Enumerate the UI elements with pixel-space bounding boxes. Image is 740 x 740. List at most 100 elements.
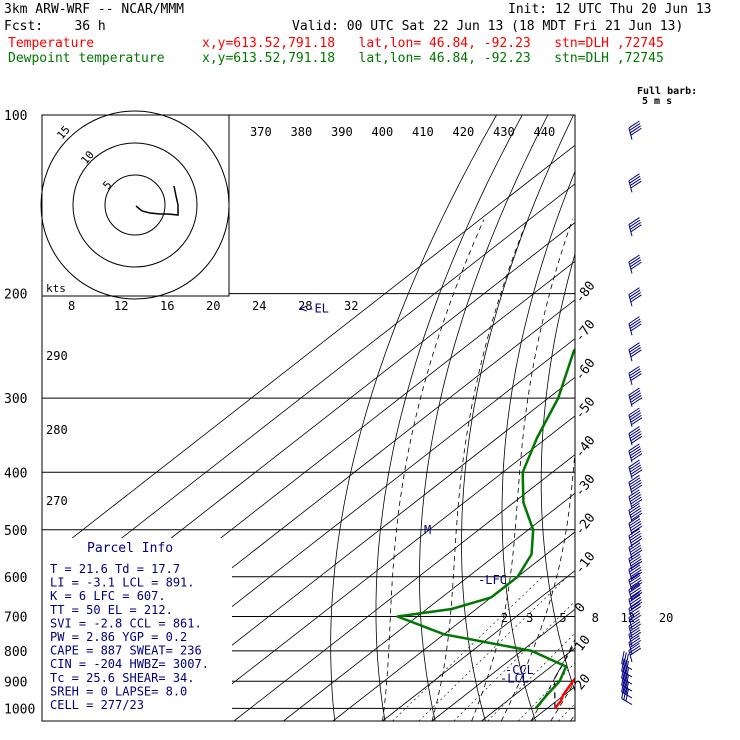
level-marker: -LCL	[500, 672, 529, 686]
wind-barb-flag	[629, 289, 641, 298]
wind-barb-flag	[625, 675, 629, 688]
wind-barb-flag	[630, 579, 642, 588]
wind-barb	[628, 540, 643, 560]
wind-barb-flag	[629, 390, 641, 398]
wind-barb	[628, 515, 643, 536]
wind-barb-flag	[631, 397, 643, 406]
wind-barb-flag	[629, 123, 641, 131]
wind-barb-flag	[628, 642, 640, 651]
hodograph-axis-label: 12	[114, 299, 128, 313]
wind-barb-flag	[629, 639, 642, 648]
wind-barb-flag	[629, 318, 641, 327]
dry-adiabat	[330, 115, 497, 721]
mixing-ratio-label: 20	[659, 611, 673, 625]
wind-barb-flag	[629, 621, 641, 629]
hodograph-axis-label: 24	[252, 299, 266, 313]
hodograph-ring	[40, 110, 230, 300]
wind-barb-flag	[628, 342, 640, 351]
wind-barb-flag	[629, 178, 642, 186]
parcel-info-title: Parcel Info	[87, 541, 173, 556]
wind-barb-flag	[629, 448, 642, 457]
wind-barb-flag	[628, 173, 640, 182]
pressure-label: 1000	[4, 702, 35, 717]
isotherm	[283, 492, 575, 721]
wind-barb	[621, 679, 633, 699]
wind-barb	[628, 407, 643, 427]
pressure-label: 100	[4, 109, 27, 124]
dewpoint-legend-name: Dewpoint temperature	[8, 51, 165, 66]
wind-barb-flag	[629, 430, 642, 439]
wind-barb	[628, 426, 643, 446]
level-marker: -LFC	[478, 573, 507, 587]
wind-barb-flag	[629, 596, 642, 605]
wind-barb-flag	[629, 645, 641, 654]
isotherm	[42, 144, 575, 563]
wind-barb-flag	[625, 688, 629, 702]
parcel-info-row: T = 21.6 Td = 17.7	[50, 562, 180, 576]
wind-barb-flag	[629, 603, 641, 612]
wind-barb	[628, 287, 642, 307]
mixing-ratio-line	[517, 662, 575, 721]
wind-barb-shaft	[621, 698, 633, 705]
wind-barb	[628, 387, 643, 407]
pressure-label: 600	[4, 571, 27, 586]
parcel-info-row: CELL = 277/23	[50, 698, 144, 712]
isotherm-label: -30	[572, 472, 598, 500]
wind-barb-flag	[628, 635, 640, 643]
isotherm	[680, 115, 740, 721]
wind-barb-flag	[621, 679, 625, 693]
wind-barb	[628, 120, 642, 140]
wind-barb	[628, 591, 643, 612]
wind-barb-flag	[629, 505, 641, 514]
wind-barb	[628, 528, 643, 548]
wind-barb-flag	[630, 224, 642, 233]
dry-adiabat	[375, 115, 523, 721]
wind-barb-flag	[630, 294, 642, 303]
pressure-label: 800	[4, 645, 27, 660]
wind-barb-flag	[629, 587, 642, 595]
wind-barb-flag	[623, 666, 627, 680]
wind-barb-flag	[629, 479, 642, 488]
theta-label: 410	[412, 125, 434, 139]
hodograph-axis-label: 32	[344, 299, 358, 313]
wind-barb-flag	[629, 464, 642, 473]
wind-barb	[628, 489, 643, 509]
moist-adiabat	[590, 220, 740, 722]
wind-barb-flag	[628, 443, 640, 452]
moist-adiabat	[431, 219, 528, 721]
wind-barb-flag	[629, 564, 641, 573]
dewpoint-line	[396, 347, 575, 710]
dry-adiabat	[616, 115, 686, 721]
pressure-label: 900	[4, 675, 27, 690]
wind-barb-flag	[625, 681, 629, 695]
isotherm-label: -40	[572, 433, 598, 461]
wind-barb-flag	[629, 637, 641, 646]
wind-barb	[628, 582, 643, 602]
isotherm-label: -80	[572, 279, 598, 307]
hodograph-axis-label: 8	[68, 299, 75, 313]
wind-barb-flag	[628, 601, 640, 609]
wind-barb-flag	[629, 412, 642, 421]
wind-barb-flag	[621, 651, 625, 664]
wind-barb-flag	[628, 627, 640, 635]
wind-barb-flag	[631, 435, 643, 444]
isotherm	[184, 415, 575, 721]
isotherm-label: 10	[572, 633, 593, 655]
wind-barb-flag	[630, 433, 642, 442]
wind-barb-flag	[630, 569, 642, 578]
mixing-ratio-label: 5	[559, 611, 566, 625]
wind-barb-flag	[625, 668, 629, 681]
theta-label: 390	[331, 125, 353, 139]
wind-barb-flag	[630, 180, 642, 189]
wind-barb-flag	[629, 530, 641, 539]
plot-frame	[41, 114, 576, 722]
parcel-info-row: PW = 2.86 YGP = 0.2	[50, 630, 187, 644]
wind-barb-flag	[630, 523, 642, 531]
wind-barb-flag	[629, 256, 641, 265]
wind-barb-flag	[629, 594, 641, 603]
wind-barb-flag	[623, 659, 627, 673]
wind-barb-flag	[628, 582, 640, 591]
mixing-ratio-label: 2	[501, 611, 508, 625]
hodograph-trace	[135, 185, 179, 216]
wind-barb-flag	[628, 287, 640, 296]
